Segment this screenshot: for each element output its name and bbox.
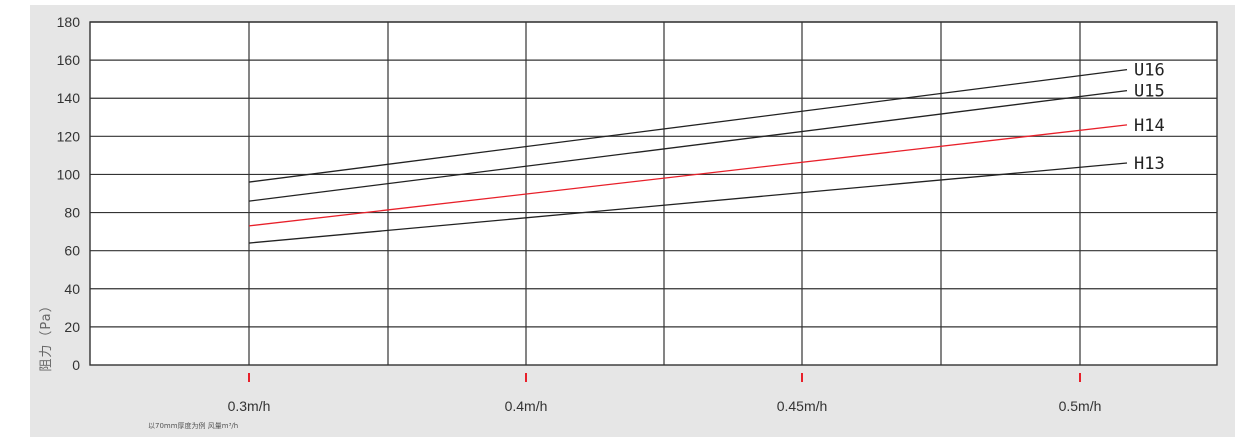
y-tick-label: 160 [57, 52, 81, 68]
y-tick-label: 20 [64, 319, 80, 335]
series-label-u15: U15 [1134, 82, 1165, 102]
y-tick-label: 60 [64, 243, 80, 259]
y-tick-label: 180 [57, 14, 81, 30]
y-axis-label: 阻力（Pa） [39, 298, 54, 371]
x-tick-label: 0.5m/h [1059, 398, 1102, 414]
plot-area [90, 22, 1217, 365]
y-tick-label: 40 [64, 281, 80, 297]
y-tick-label: 0 [72, 357, 80, 373]
y-tick-label: 100 [57, 166, 81, 182]
series-line-u16 [248, 68, 1128, 183]
footnote: 以70mm厚度为例 风量m³/h [148, 421, 238, 430]
y-axis-ticks: 180 160 140 120 100 80 60 40 20 0 [57, 14, 81, 373]
series-line-u15 [248, 89, 1128, 202]
series-label-h13: H13 [1134, 154, 1165, 174]
x-axis-tick-markers [248, 373, 1081, 382]
series-line-h13 [248, 162, 1128, 244]
x-axis-ticks: 0.3m/h 0.4m/h 0.45m/h 0.5m/h [228, 398, 1102, 414]
series-line-h14 [248, 124, 1128, 227]
series-lines [248, 68, 1128, 244]
series-label-u16: U16 [1134, 61, 1165, 81]
y-tick-label: 80 [64, 205, 80, 221]
series-label-h14: H14 [1134, 116, 1165, 136]
x-tick-label: 0.3m/h [228, 398, 271, 414]
plot-border [89, 21, 1218, 366]
y-tick-label: 120 [57, 128, 81, 144]
x-tick-label: 0.4m/h [505, 398, 548, 414]
x-tick-label: 0.45m/h [777, 398, 828, 414]
y-tick-label: 140 [57, 90, 81, 106]
